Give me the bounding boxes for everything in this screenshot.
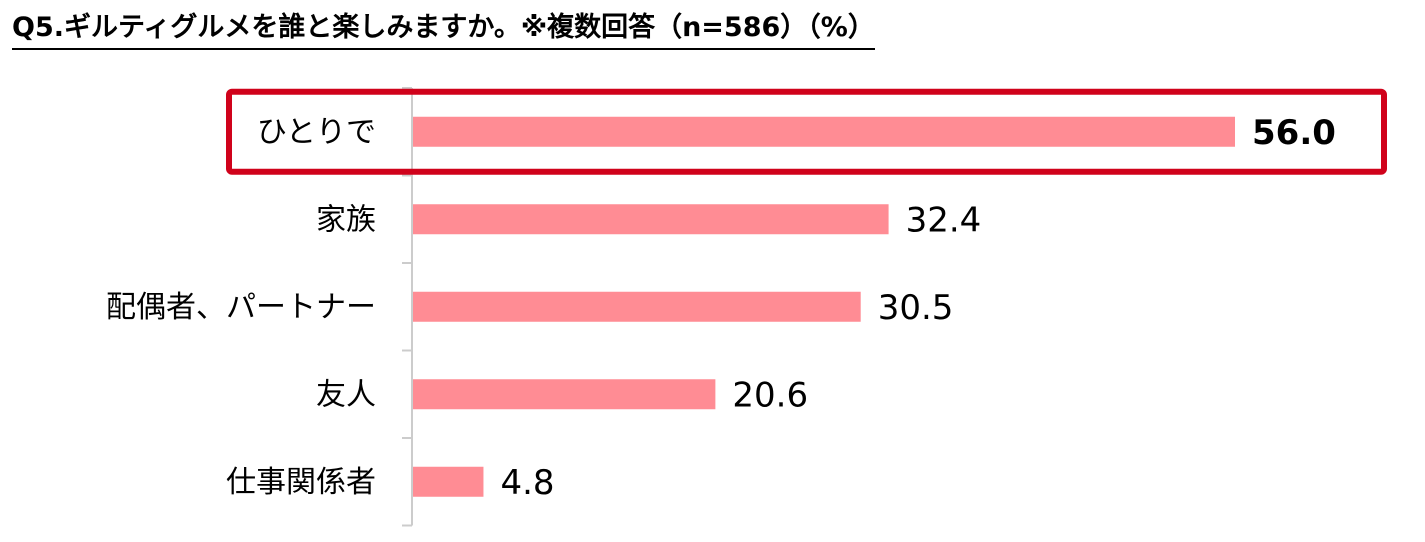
value-label: 4.8 (500, 463, 554, 503)
category-label: 家族 (316, 202, 376, 237)
bar-2 (413, 291, 861, 322)
value-label: 56.0 (1252, 113, 1336, 153)
bar-1 (413, 204, 889, 235)
highlight-box (226, 88, 1387, 175)
bar-0 (413, 116, 1235, 147)
bar-3 (413, 379, 716, 410)
value-label: 20.6 (732, 375, 808, 415)
category-label: ひとりで (257, 115, 376, 150)
value-label: 32.4 (906, 200, 982, 240)
category-label: 仕事関係者 (226, 465, 376, 500)
bar-4 (413, 466, 484, 497)
category-label: 友人 (316, 377, 376, 412)
value-label: 30.5 (878, 288, 954, 328)
category-label: 配偶者、パートナー (106, 290, 376, 325)
chart-title: Q5.ギルティグルメを誰と楽しみますか。※複数回答（n=586）（%） (12, 10, 875, 50)
